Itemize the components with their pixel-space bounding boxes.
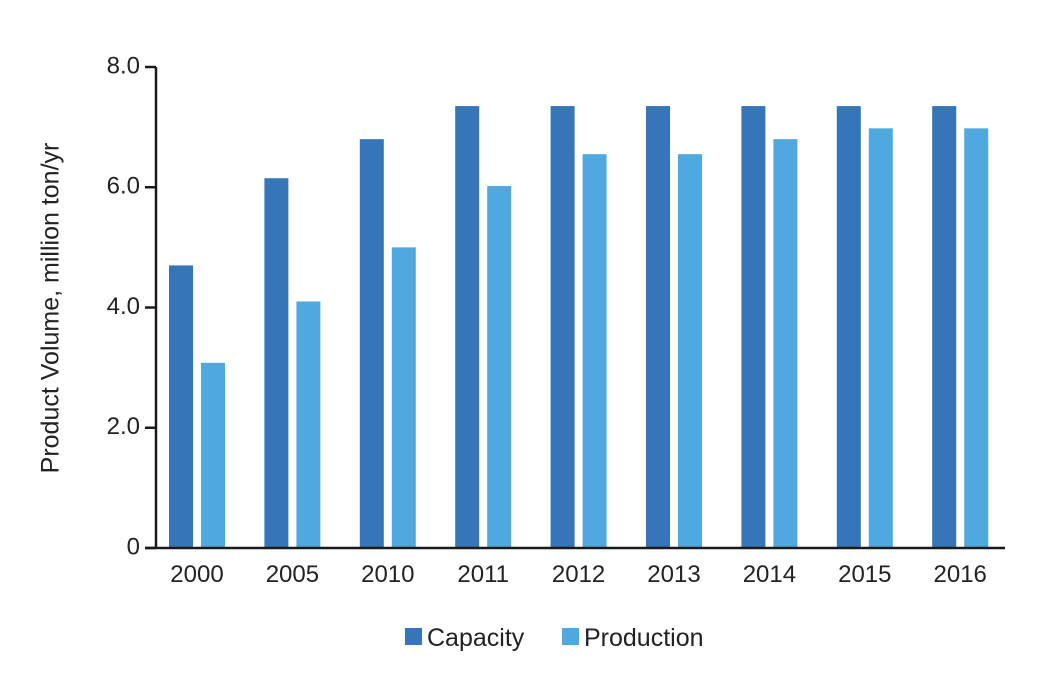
bar-production-2013: [678, 154, 702, 548]
legend: Capacity Production: [405, 624, 704, 652]
bar-production-2012: [582, 154, 607, 548]
bar-production-2005: [296, 301, 321, 548]
bar-capacity-2016: [932, 106, 957, 549]
y-tick-label: 0: [127, 533, 140, 560]
y-tick-label: 8.0: [107, 52, 140, 79]
y-tick-label: 6.0: [107, 173, 140, 200]
legend-swatch-capacity: [405, 628, 422, 645]
x-tick-label: 2005: [266, 561, 319, 588]
y-ticks-group: 0 2.0 4.0 6.0 8.0: [107, 52, 156, 560]
bar-capacity-2011: [455, 106, 480, 549]
x-tick-label: 2016: [934, 561, 987, 588]
x-tick-label: 2012: [552, 561, 605, 588]
bar-capacity-2000: [169, 265, 193, 548]
bars-group: [169, 106, 989, 549]
bar-capacity-2010: [359, 139, 384, 548]
bar-capacity-2013: [646, 106, 670, 549]
bar-production-2015: [868, 128, 893, 548]
bar-capacity-2014: [741, 106, 766, 549]
x-tick-label: 2011: [457, 561, 509, 588]
bar-capacity-2012: [550, 106, 575, 549]
bar-production-2011: [487, 186, 512, 549]
bar-production-2000: [201, 362, 225, 548]
legend-label-capacity: Capacity: [427, 624, 525, 652]
legend-label-production: Production: [584, 624, 704, 652]
bar-capacity-2015: [836, 106, 861, 549]
y-tick-label: 2.0: [107, 413, 140, 440]
x-tick-label: 2000: [170, 561, 223, 588]
x-ticks-group: 2000 2005 2010 2011 2012 2013 2014 2015 2016: [170, 561, 987, 588]
x-tick-label: 2014: [743, 561, 796, 588]
y-tick-label: 4.0: [107, 293, 140, 320]
legend-swatch-production: [562, 628, 579, 645]
bar-production-2016: [964, 128, 989, 548]
x-tick-label: 2010: [361, 561, 414, 588]
bar-production-2010: [391, 247, 416, 548]
bar-production-2014: [773, 139, 798, 548]
x-tick-label: 2013: [647, 561, 700, 588]
bar-capacity-2005: [264, 178, 289, 548]
x-tick-label: 2015: [838, 561, 891, 588]
y-axis-title: Product Volume, million ton/yr: [37, 143, 65, 474]
